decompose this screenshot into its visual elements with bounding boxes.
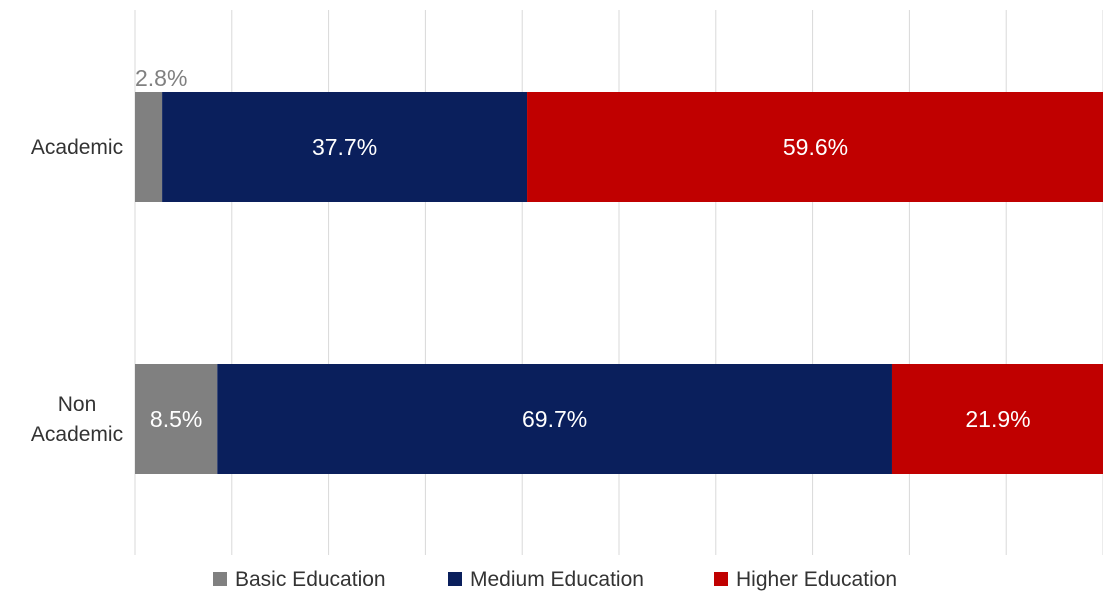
legend-label: Medium Education	[470, 568, 644, 591]
data-label: 21.9%	[965, 406, 1030, 432]
bar-segment	[162, 92, 528, 202]
bar-segment	[135, 92, 163, 202]
data-label: 2.8%	[135, 65, 187, 91]
legend-swatch	[213, 572, 227, 586]
data-label: 37.7%	[312, 134, 377, 160]
data-label: 69.7%	[522, 406, 587, 432]
bar-segment	[891, 364, 1103, 474]
legend-label: Higher Education	[736, 568, 897, 591]
legend: Basic Education Medium Education Higher Ed…	[213, 568, 897, 591]
data-labels: 2.8% 37.7% 59.6% 8.5% 69.7% 21.9%	[135, 65, 1031, 432]
bar-segment	[217, 364, 892, 474]
category-label: Academic	[31, 136, 123, 159]
legend-label: Basic Education	[235, 568, 386, 591]
bars	[135, 92, 1103, 474]
category-label: Non Academic	[31, 393, 123, 446]
data-label: 8.5%	[150, 406, 202, 432]
category-labels: Academic Non Academic	[31, 136, 123, 446]
legend-swatch	[448, 572, 462, 586]
legend-swatch	[714, 572, 728, 586]
data-label: 59.6%	[783, 134, 848, 160]
category-label-line: Academic	[31, 423, 123, 446]
bar-segment	[527, 92, 1103, 202]
category-label-line: Non	[58, 393, 97, 416]
bar-segment	[135, 364, 218, 474]
category-label-line: Academic	[31, 136, 123, 159]
